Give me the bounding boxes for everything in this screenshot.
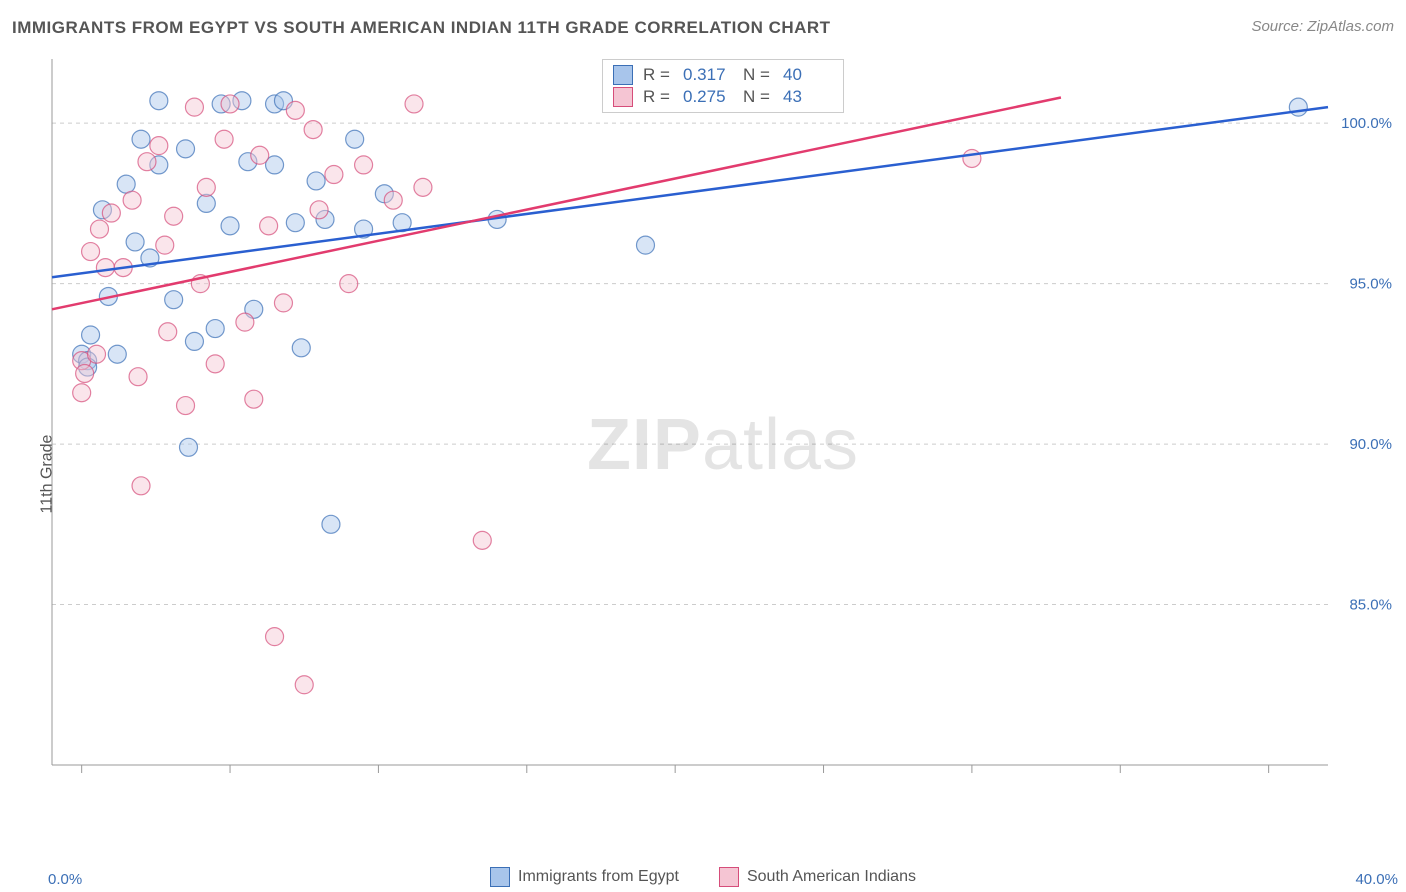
source-label: Source: ZipAtlas.com (1251, 18, 1394, 35)
legend-stats-row-1: R = 0.275 N = 43 (613, 86, 833, 108)
svg-text:85.0%: 85.0% (1349, 597, 1392, 614)
chart-title: IMMIGRANTS FROM EGYPT VS SOUTH AMERICAN … (12, 18, 831, 37)
legend-swatch-1 (613, 87, 633, 107)
legend-label-1: South American Indians (747, 868, 916, 886)
r-label: R = (643, 65, 673, 85)
r-value-0: 0.317 (683, 65, 733, 85)
n-value-1: 43 (783, 87, 833, 107)
legend-stats-row-0: R = 0.317 N = 40 (613, 64, 833, 86)
svg-text:90.0%: 90.0% (1349, 436, 1392, 453)
r-value-1: 0.275 (683, 87, 733, 107)
legend-swatch-icon (490, 867, 510, 887)
legend-swatch-0 (613, 65, 633, 85)
n-label: N = (743, 65, 773, 85)
svg-text:95.0%: 95.0% (1349, 276, 1392, 293)
legend-item-1: South American Indians (719, 867, 916, 887)
chart-container: 11th Grade 85.0%90.0%95.0%100.0% ZIPatla… (0, 55, 1406, 892)
legend-stats: R = 0.317 N = 40 R = 0.275 N = 43 (602, 59, 844, 113)
r-label: R = (643, 87, 673, 107)
plot-area: 85.0%90.0%95.0%100.0% ZIPatlas R = 0.317… (48, 55, 1398, 835)
n-value-0: 40 (783, 65, 833, 85)
legend-swatch-icon (719, 867, 739, 887)
legend-label-0: Immigrants from Egypt (518, 868, 679, 886)
legend-item-0: Immigrants from Egypt (490, 867, 679, 887)
n-label: N = (743, 87, 773, 107)
svg-text:100.0%: 100.0% (1341, 115, 1392, 132)
legend-series: Immigrants from Egypt South American Ind… (0, 862, 1406, 892)
